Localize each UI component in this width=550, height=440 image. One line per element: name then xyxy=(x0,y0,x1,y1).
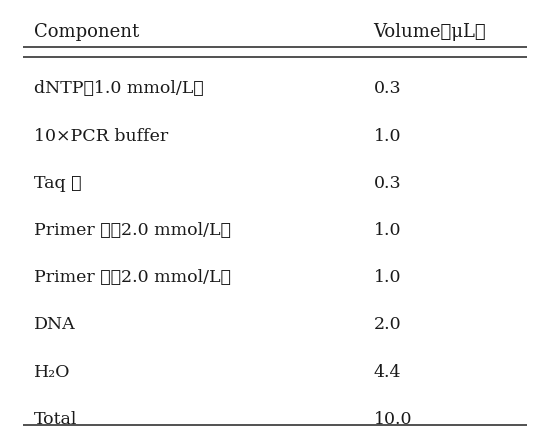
Text: 1.0: 1.0 xyxy=(373,222,401,239)
Text: 1.0: 1.0 xyxy=(373,269,401,286)
Text: Volume（μL）: Volume（μL） xyxy=(373,23,486,41)
Text: Primer 右（2.0 mmol/L）: Primer 右（2.0 mmol/L） xyxy=(34,269,231,286)
Text: Primer 左（2.0 mmol/L）: Primer 左（2.0 mmol/L） xyxy=(34,222,231,239)
Text: Taq 酶: Taq 酶 xyxy=(34,175,82,192)
Text: 2.0: 2.0 xyxy=(373,316,401,334)
Text: 0.3: 0.3 xyxy=(373,81,401,97)
Text: 10×PCR buffer: 10×PCR buffer xyxy=(34,128,168,145)
Text: 1.0: 1.0 xyxy=(373,128,401,145)
Text: DNA: DNA xyxy=(34,316,76,334)
Text: Total: Total xyxy=(34,411,78,428)
Text: Component: Component xyxy=(34,23,140,41)
Text: 0.3: 0.3 xyxy=(373,175,401,192)
Text: dNTP（1.0 mmol/L）: dNTP（1.0 mmol/L） xyxy=(34,81,204,97)
Text: 10.0: 10.0 xyxy=(373,411,412,428)
Text: H₂O: H₂O xyxy=(34,363,71,381)
Text: 4.4: 4.4 xyxy=(373,363,401,381)
